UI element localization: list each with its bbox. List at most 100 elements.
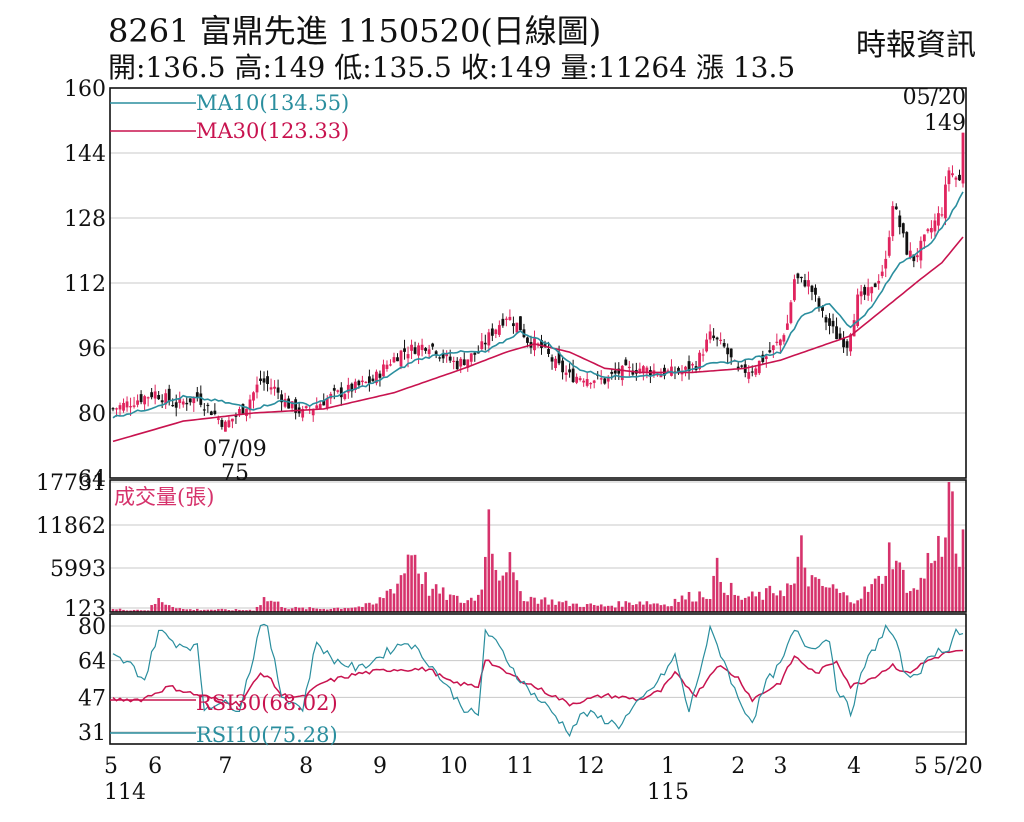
volume-bar xyxy=(301,607,304,612)
volume-bar xyxy=(150,605,153,612)
volume-bar xyxy=(227,610,231,612)
candle-body xyxy=(417,345,420,356)
candle-body xyxy=(564,372,568,375)
volume-bar xyxy=(350,607,354,612)
candle-body xyxy=(129,406,132,408)
volume-bar xyxy=(480,589,484,612)
price-tick-label: 112 xyxy=(64,272,106,297)
candle-body xyxy=(476,352,480,354)
candle-body xyxy=(241,404,245,414)
volume-bar xyxy=(701,597,705,612)
candle-body xyxy=(483,342,487,345)
volume-bar xyxy=(550,599,554,612)
candle-body xyxy=(810,285,814,292)
candle-body xyxy=(396,357,399,362)
candle-body xyxy=(125,401,129,408)
rsi10-line xyxy=(112,623,964,738)
volume-bar xyxy=(775,595,779,612)
volume-bar xyxy=(698,591,701,612)
candle-body xyxy=(877,280,881,284)
candle-body xyxy=(266,376,269,385)
volume-bar xyxy=(210,609,213,612)
candle-body xyxy=(276,387,280,393)
volume-bar xyxy=(610,605,614,612)
volume-bar xyxy=(438,593,441,612)
candle-body xyxy=(438,357,442,359)
candle-body xyxy=(318,404,322,410)
candle-body xyxy=(705,339,708,352)
volume-bar xyxy=(726,595,729,612)
volume-bar xyxy=(933,560,937,612)
volume-bar xyxy=(937,535,940,612)
volume-bar xyxy=(793,583,796,612)
candle-body xyxy=(459,358,463,367)
volume-bar xyxy=(491,553,494,612)
volume-bar xyxy=(824,587,828,612)
candle-body xyxy=(571,368,575,383)
volume-bar xyxy=(146,610,150,612)
volume-tick-label: 17731 xyxy=(36,471,106,496)
volume-bar xyxy=(582,606,585,612)
volume-bar xyxy=(757,591,761,612)
volume-bar xyxy=(396,583,399,612)
volume-bar xyxy=(269,600,273,612)
volume-bar xyxy=(782,596,786,612)
price-tick-label: 64 xyxy=(78,467,106,492)
candle-body xyxy=(961,132,965,184)
x-tick-label: 7 xyxy=(218,754,232,779)
volume-bar xyxy=(687,591,691,612)
candle-body xyxy=(677,367,680,374)
volume-bar xyxy=(592,604,596,612)
x-tick-label: 10 xyxy=(440,754,468,779)
x-tick-label: 6 xyxy=(148,754,162,779)
volume-bar xyxy=(670,606,673,612)
low-value-annotation: 75 xyxy=(221,461,249,486)
volume-bar xyxy=(814,577,817,612)
candle-body xyxy=(606,376,610,382)
candle-body xyxy=(554,358,557,369)
volume-bar xyxy=(413,554,417,612)
volume-bar xyxy=(842,592,845,612)
volume-bar xyxy=(164,604,167,612)
candle-body xyxy=(466,359,470,368)
candle-body xyxy=(455,360,459,370)
volume-bar xyxy=(392,593,396,612)
volume-bar xyxy=(870,584,873,612)
volume-bar xyxy=(729,582,733,612)
volume-bar xyxy=(505,572,508,612)
candle-body xyxy=(680,372,684,375)
candle-body xyxy=(508,316,512,321)
volume-bar xyxy=(157,598,160,612)
candle-body xyxy=(132,405,136,407)
candle-body xyxy=(712,335,716,339)
volume-bars xyxy=(111,482,965,612)
volume-bar xyxy=(431,588,434,612)
ma10-legend-label: MA10(134.55) xyxy=(196,91,349,115)
volume-bar xyxy=(603,606,607,612)
candle-body xyxy=(174,402,178,408)
volume-bar xyxy=(181,609,185,612)
grid-lines xyxy=(110,87,966,733)
candle-body xyxy=(852,320,856,337)
price-tick-label: 144 xyxy=(64,142,106,167)
candle-body xyxy=(666,370,670,372)
volume-bar xyxy=(382,598,385,612)
volume-bar xyxy=(336,607,340,612)
volume-bar xyxy=(231,610,234,612)
candle-body xyxy=(287,398,291,409)
volume-axis-label: 成交量(張) xyxy=(114,485,214,509)
volume-bar xyxy=(283,607,287,612)
candle-body xyxy=(719,339,723,341)
volume-bar xyxy=(224,609,227,612)
volume-bar xyxy=(810,575,814,612)
volume-bar xyxy=(452,595,456,612)
candle-body xyxy=(599,378,603,380)
candle-body xyxy=(951,173,954,176)
candle-body xyxy=(944,184,947,219)
candle-body xyxy=(311,408,315,416)
volume-bar xyxy=(403,573,406,612)
volume-bar xyxy=(143,610,146,612)
high-date-annotation: 05/20 xyxy=(903,85,966,110)
x-tick-label: 9 xyxy=(373,754,387,779)
candle-body xyxy=(687,361,691,372)
